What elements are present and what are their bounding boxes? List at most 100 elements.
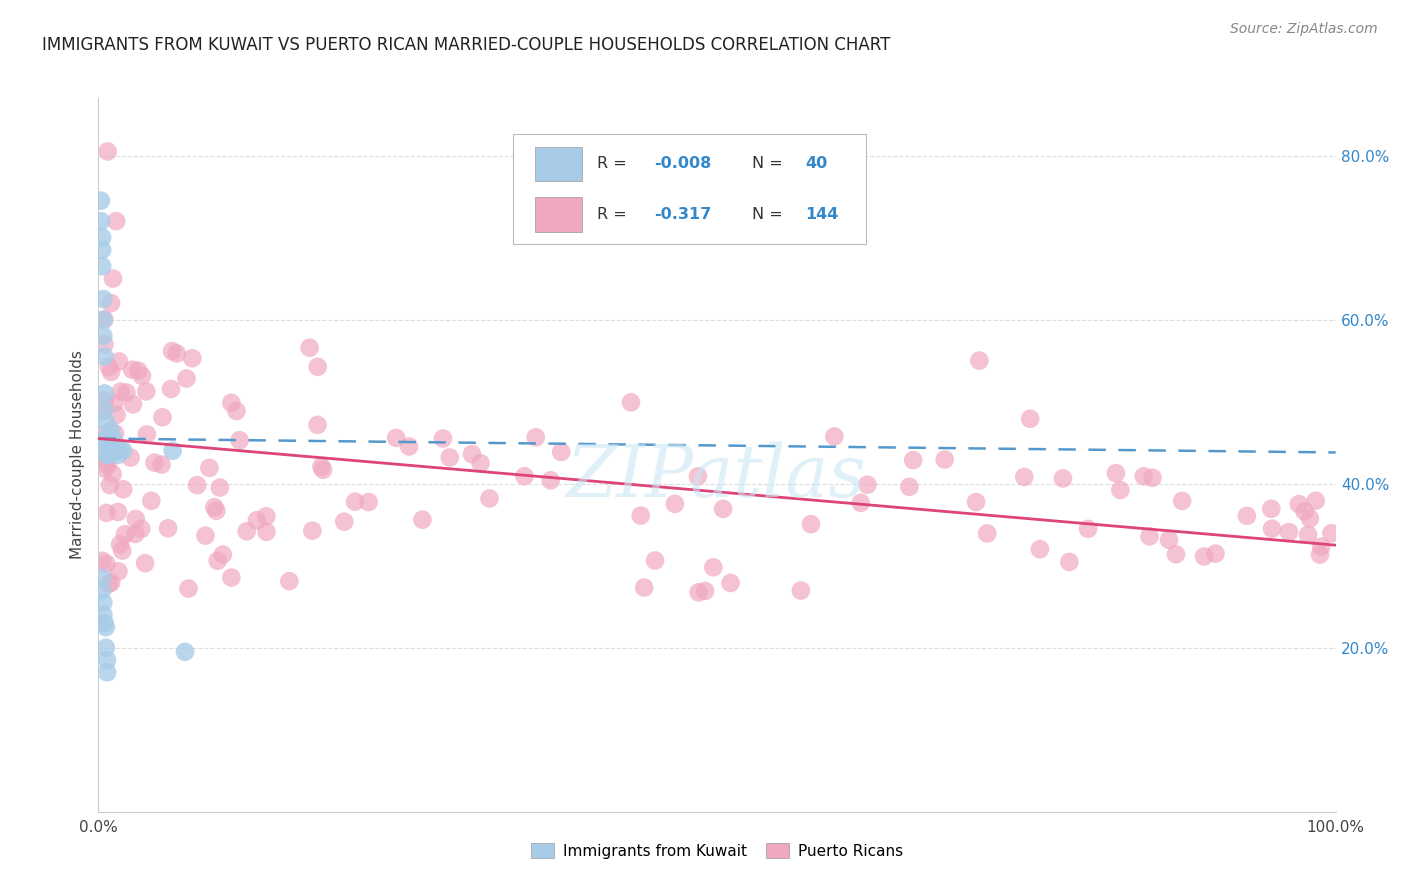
Point	[1105, 466, 1128, 480]
Point	[205, 504, 228, 518]
Point	[965, 495, 987, 509]
Point	[97, 145, 120, 159]
Point	[1171, 494, 1194, 508]
Point	[702, 560, 724, 574]
Point	[91, 260, 114, 274]
Point	[111, 543, 134, 558]
Point	[93, 292, 115, 306]
Point	[1296, 527, 1319, 541]
Point	[186, 478, 208, 492]
Point	[1236, 508, 1258, 523]
Point	[693, 583, 716, 598]
Point	[228, 434, 250, 448]
Point	[160, 382, 183, 396]
Legend: Immigrants from Kuwait, Puerto Ricans: Immigrants from Kuwait, Puerto Ricans	[524, 837, 910, 864]
Point	[108, 354, 131, 368]
Text: -0.008: -0.008	[654, 156, 711, 171]
Point	[110, 443, 132, 458]
Point	[1157, 533, 1180, 547]
Point	[124, 527, 146, 541]
Point	[105, 443, 128, 458]
Point	[107, 505, 129, 519]
Point	[101, 271, 124, 285]
Point	[254, 509, 277, 524]
Point	[524, 430, 547, 444]
Point	[94, 393, 117, 408]
Point	[98, 478, 121, 492]
Point	[93, 329, 115, 343]
Point	[160, 344, 183, 359]
Point	[1261, 522, 1284, 536]
Point	[91, 243, 114, 257]
Point	[104, 426, 127, 441]
Point	[208, 481, 231, 495]
Point	[129, 522, 152, 536]
Point	[91, 583, 114, 598]
Point	[107, 448, 129, 462]
Text: Source: ZipAtlas.com: Source: ZipAtlas.com	[1230, 22, 1378, 37]
Point	[94, 415, 117, 429]
Point	[1059, 555, 1081, 569]
Point	[96, 448, 118, 462]
Point	[103, 396, 125, 410]
Point	[630, 508, 652, 523]
Text: 144: 144	[804, 207, 838, 222]
Point	[150, 458, 173, 472]
Point	[94, 640, 117, 655]
Point	[1288, 497, 1310, 511]
Point	[176, 371, 198, 385]
Point	[105, 214, 128, 228]
Point	[152, 410, 174, 425]
Y-axis label: Married-couple Households: Married-couple Households	[70, 351, 86, 559]
Point	[98, 443, 121, 458]
Point	[177, 582, 200, 596]
Point	[976, 526, 998, 541]
Point	[96, 455, 118, 469]
Point	[96, 653, 118, 667]
Point	[112, 443, 135, 458]
Point	[969, 353, 991, 368]
Point	[135, 427, 157, 442]
Point	[225, 404, 247, 418]
Point	[91, 571, 114, 585]
Point	[97, 443, 120, 458]
Point	[688, 585, 710, 599]
Point	[357, 495, 380, 509]
Point	[1310, 540, 1333, 554]
Point	[1109, 483, 1132, 497]
Point	[94, 462, 117, 476]
Point	[398, 440, 420, 454]
Text: -0.317: -0.317	[654, 207, 711, 222]
Point	[256, 524, 278, 539]
Point	[550, 445, 572, 459]
Point	[211, 548, 233, 562]
Point	[181, 351, 204, 366]
Point	[1052, 471, 1074, 485]
Point	[134, 556, 156, 570]
Point	[93, 312, 115, 326]
Point	[101, 440, 124, 454]
Point	[143, 456, 166, 470]
Point	[114, 527, 136, 541]
Text: 40: 40	[804, 156, 827, 171]
Point	[100, 365, 122, 379]
Point	[162, 443, 184, 458]
Point	[104, 440, 127, 454]
Point	[513, 469, 536, 483]
Text: N =: N =	[752, 156, 787, 171]
Point	[108, 537, 131, 551]
Point	[93, 386, 115, 401]
Point	[432, 432, 454, 446]
Point	[93, 596, 115, 610]
Point	[301, 524, 323, 538]
Point	[96, 557, 118, 571]
Point	[103, 432, 125, 446]
Point	[103, 443, 125, 458]
Point	[278, 574, 301, 589]
Point	[633, 581, 655, 595]
Point	[478, 491, 501, 506]
FancyBboxPatch shape	[536, 197, 582, 232]
Point	[93, 426, 115, 441]
Point	[122, 397, 145, 411]
Point	[110, 384, 132, 399]
